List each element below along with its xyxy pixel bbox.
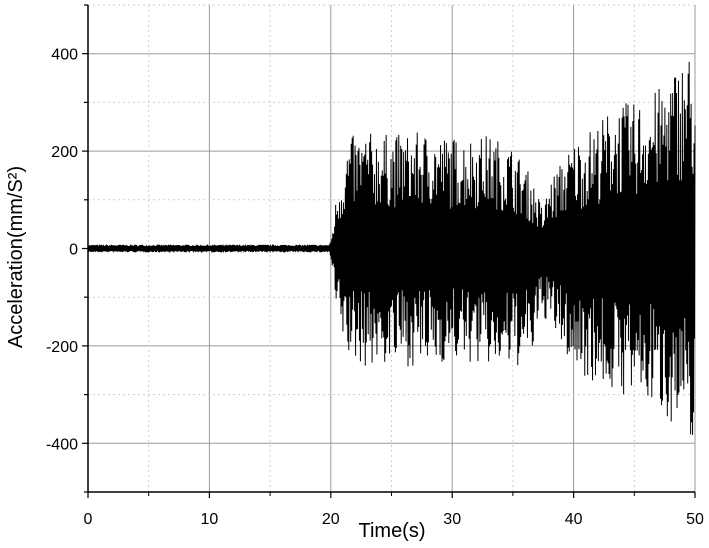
y-tick-label: -200 <box>46 339 78 356</box>
y-tick-label: 400 <box>51 47 78 64</box>
y-tick-label: -400 <box>46 436 78 453</box>
x-axis-ticks: 0 10 20 30 40 50 <box>84 492 704 528</box>
x-tick-label: 10 <box>201 511 219 528</box>
x-tick-label: 20 <box>322 511 340 528</box>
x-axis-title: Time(s) <box>358 520 425 542</box>
y-axis-ticks: 400 200 0 -200 -400 <box>46 4 88 493</box>
y-tick-label: 200 <box>51 144 78 161</box>
y-tick-label: 0 <box>69 242 78 259</box>
x-tick-label: 0 <box>84 511 93 528</box>
x-tick-label: 30 <box>443 511 461 528</box>
x-tick-label: 50 <box>686 511 704 528</box>
acceleration-series <box>87 61 696 435</box>
x-tick-label: 40 <box>565 511 583 528</box>
y-axis-title: Acceleration(mm/S²) <box>5 166 27 348</box>
grid-lines <box>88 4 696 492</box>
acceleration-line <box>87 61 696 435</box>
